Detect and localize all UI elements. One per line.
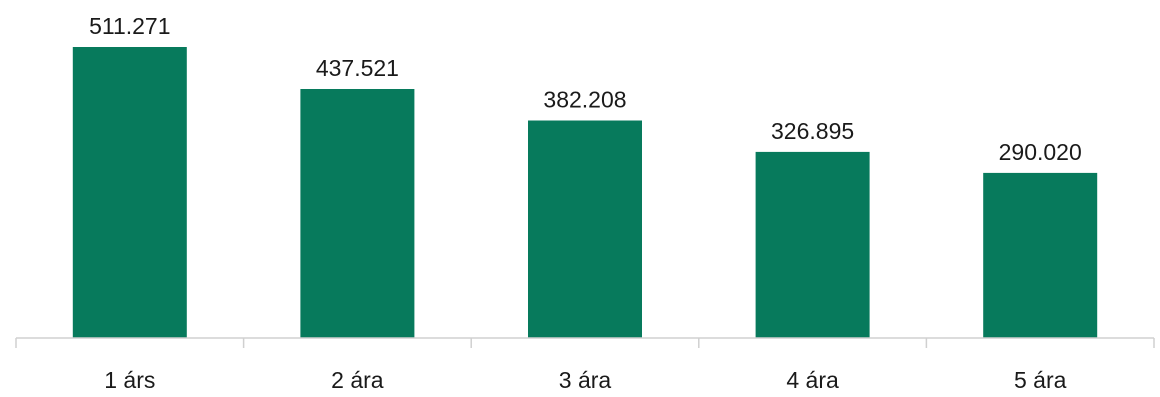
data-label-2: 437.521 bbox=[316, 55, 399, 81]
bar-4 bbox=[755, 151, 870, 338]
data-label-4: 326.895 bbox=[771, 118, 854, 144]
x-tick-label-3: 3 ára bbox=[559, 367, 612, 392]
x-tick-label-1: 1 árs bbox=[104, 367, 155, 392]
bar-2 bbox=[300, 89, 415, 338]
bar-5 bbox=[983, 172, 1098, 338]
data-label-5: 290.020 bbox=[999, 139, 1082, 165]
data-label-3: 382.208 bbox=[543, 87, 626, 113]
x-axis bbox=[15, 337, 1155, 348]
x-tick-labels: 1 árs 2 ára 3 ára 4 ára 5 ára bbox=[104, 367, 1067, 393]
bar-3 bbox=[528, 120, 642, 338]
x-tick-label-4: 4 ára bbox=[786, 367, 839, 392]
x-tick-label-5: 5 ára bbox=[1014, 367, 1067, 392]
data-label-1: 511.271 bbox=[89, 13, 170, 39]
value-labels-layer: 511.271 437.521 382.208 326.895 290.020 bbox=[89, 13, 1082, 165]
bars-layer bbox=[72, 47, 1098, 338]
bar-1 bbox=[72, 47, 187, 338]
x-tick-label-2: 2 ára bbox=[331, 367, 384, 392]
